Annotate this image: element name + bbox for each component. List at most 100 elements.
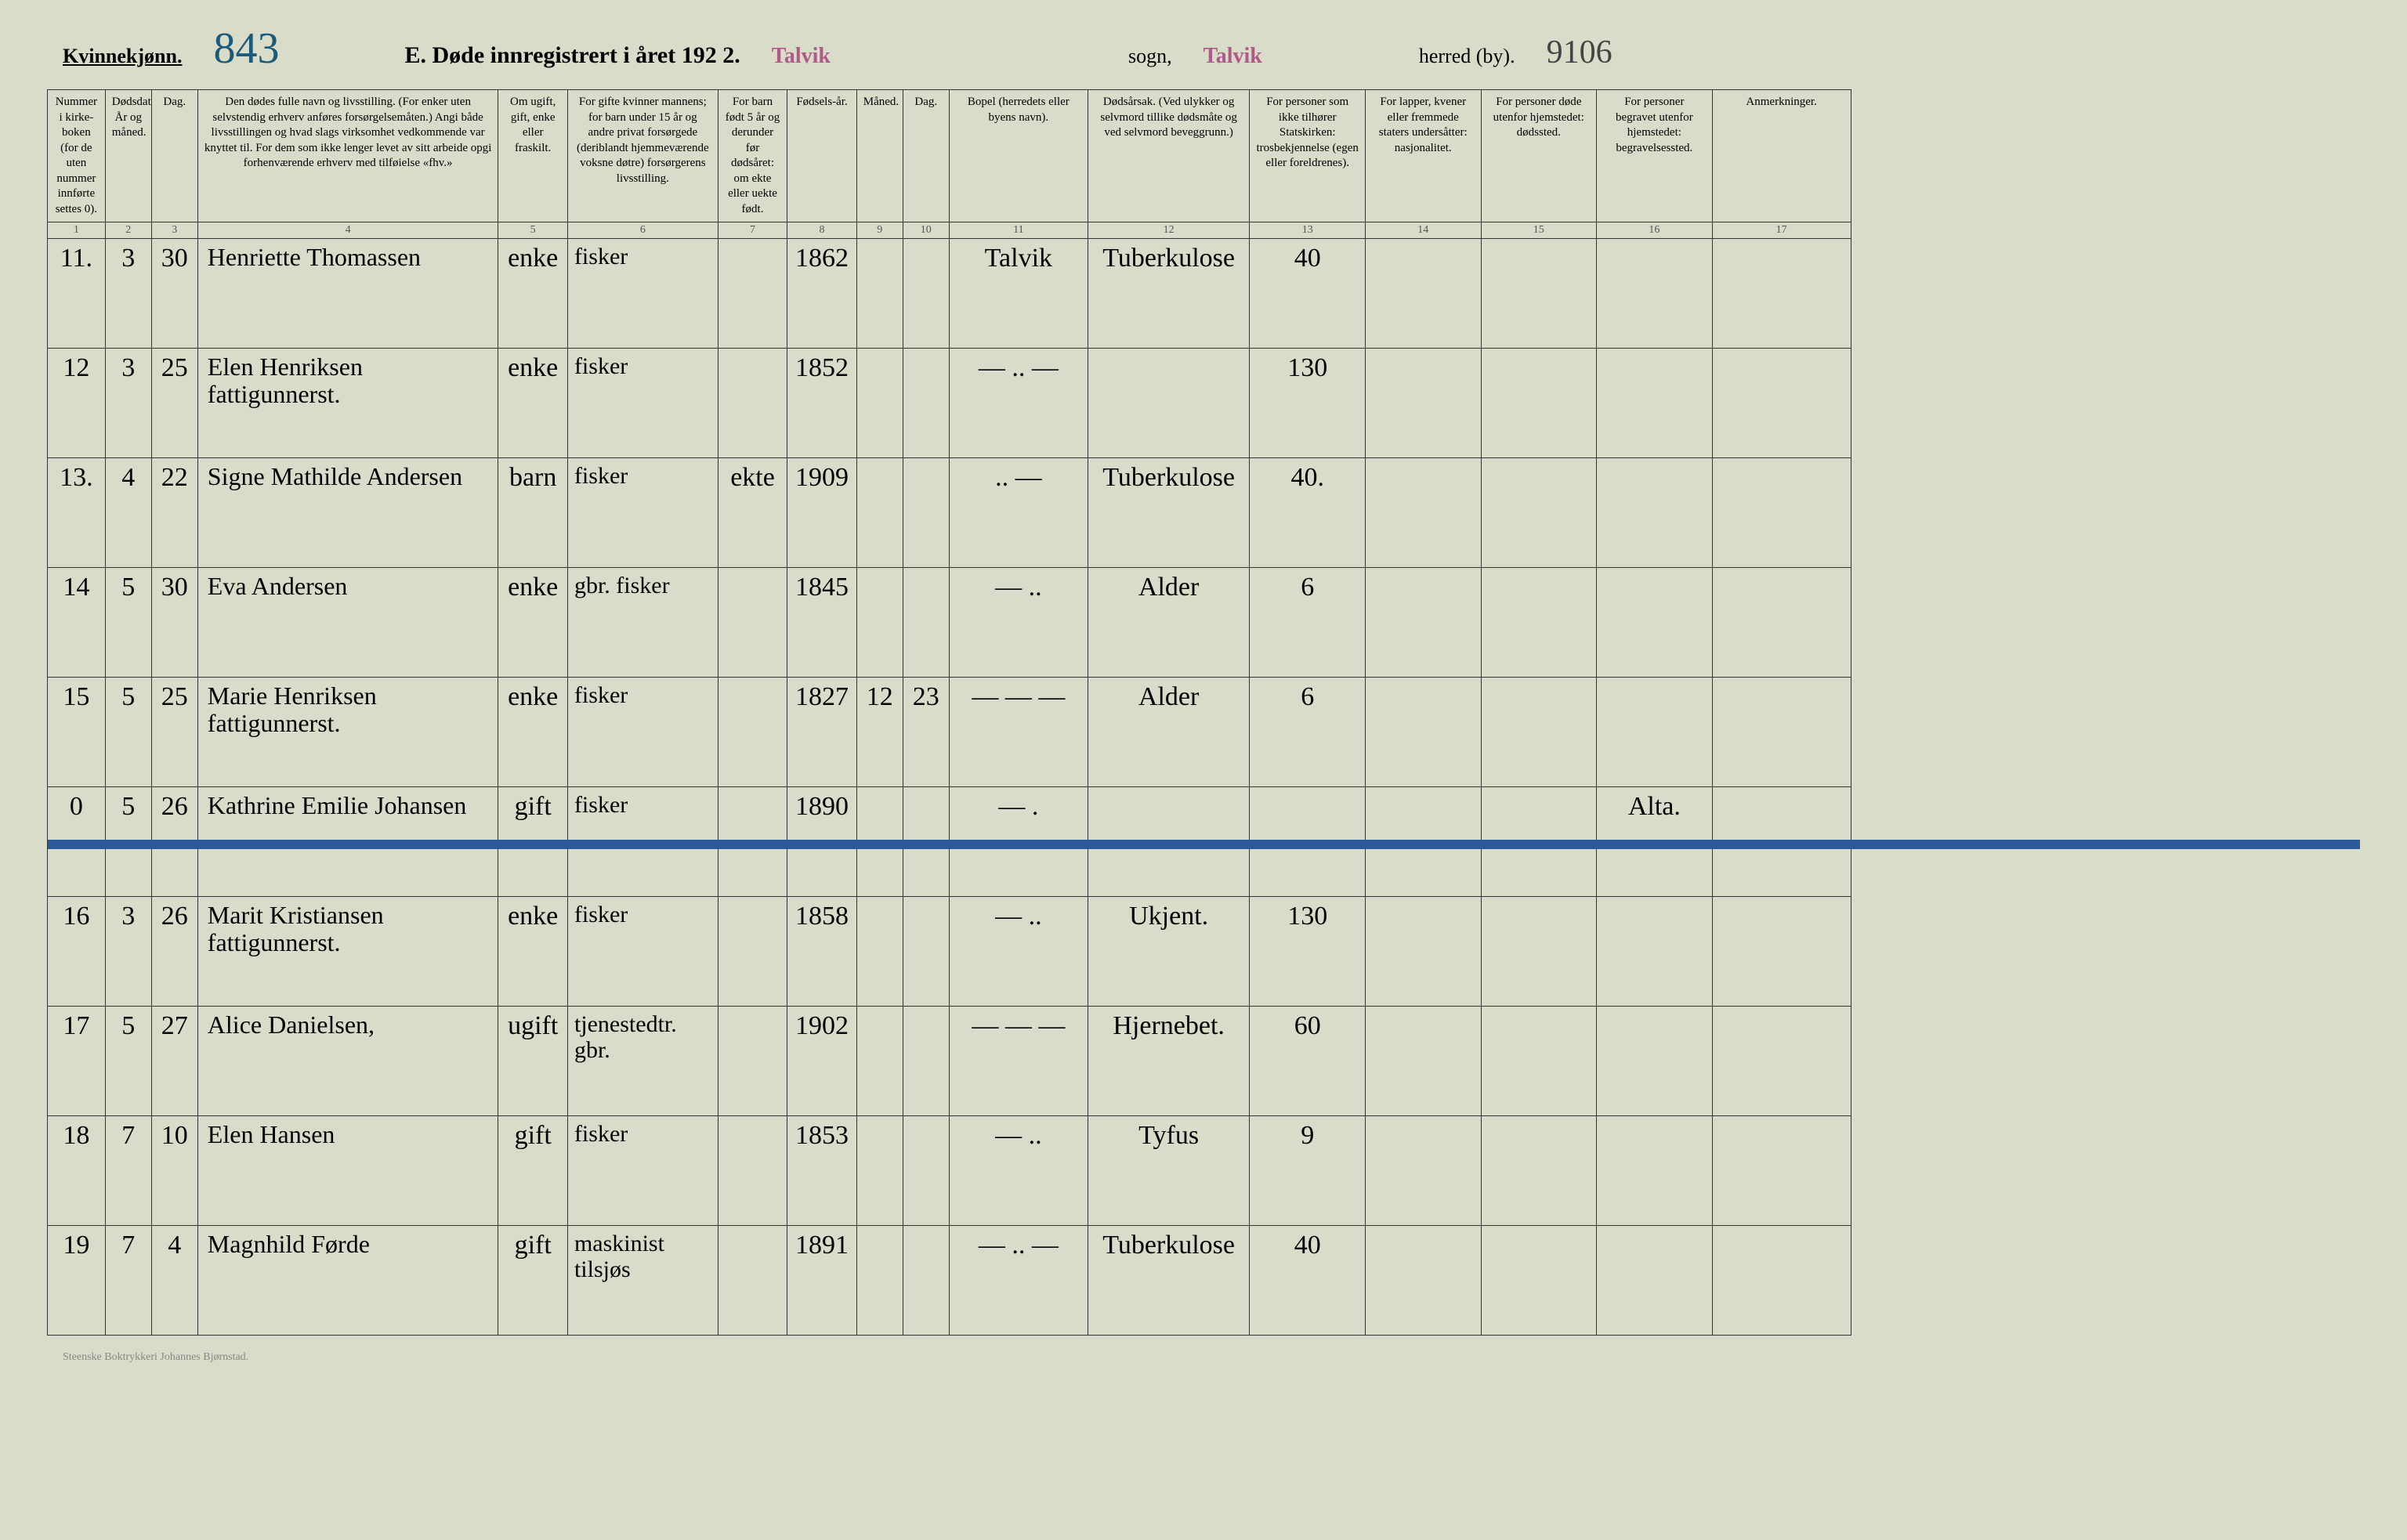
cell <box>1481 787 1597 897</box>
table-row: 17527vAlice Danielsen,ugifttjenestedtr. … <box>48 1007 2360 1116</box>
cell <box>718 239 787 349</box>
cell: Alder <box>1088 678 1250 787</box>
cell: 10 <box>151 1116 197 1226</box>
col-header: For barn født 5 år og derunder før dødså… <box>718 90 787 222</box>
cell <box>1597 1226 1713 1336</box>
cell <box>903 349 949 458</box>
printer-footer: Steenske Boktrykkeri Johannes Bjørnstad. <box>63 1351 2344 1364</box>
cell: 17 <box>48 1007 106 1116</box>
cell <box>718 1007 787 1116</box>
table-row: 0526vKathrine Emilie Johansengiftfisker1… <box>48 787 2360 897</box>
cell: 1853 <box>787 1116 857 1226</box>
cell <box>1597 1007 1713 1116</box>
cell <box>1597 349 1713 458</box>
cell: vMagnhild Førde <box>197 1226 498 1336</box>
cell: 130 <box>1250 897 1366 1007</box>
cell <box>1481 1226 1597 1336</box>
col-number: 14 <box>1365 222 1481 239</box>
col-number: 3 <box>151 222 197 239</box>
cell <box>856 239 903 349</box>
cell: vHenriette Thomassen <box>197 239 498 349</box>
cell: 130 <box>1250 349 1366 458</box>
cell: 40 <box>1250 1226 1366 1336</box>
cell <box>1365 678 1481 787</box>
cell: vElen Henriksen fattigunnerst. <box>197 349 498 458</box>
cell: fisker <box>567 897 718 1007</box>
cell: — . <box>949 787 1088 897</box>
cell: tjenestedtr. gbr. <box>567 1007 718 1116</box>
cell <box>1365 1226 1481 1336</box>
cell <box>1597 239 1713 349</box>
cell: 1862 <box>787 239 857 349</box>
cell: 5 <box>105 787 151 897</box>
cell <box>1481 239 1597 349</box>
col-number: 16 <box>1597 222 1713 239</box>
cell: 5 <box>105 568 151 678</box>
col-number: 17 <box>1712 222 1851 239</box>
cell: fisker <box>567 239 718 349</box>
herred-label: herred (by). <box>1419 45 1515 68</box>
cell <box>718 568 787 678</box>
cell: 7 <box>105 1116 151 1226</box>
cell <box>903 458 949 568</box>
col-header: Om ugift, gift, enke eller fraskilt. <box>498 90 568 222</box>
cell: Eva Andersen <box>197 568 498 678</box>
cell <box>1712 1007 1851 1116</box>
col-header: For gifte kvinner mannens; for barn unde… <box>567 90 718 222</box>
cell <box>903 787 949 897</box>
cell <box>903 1226 949 1336</box>
cell <box>1481 1116 1597 1226</box>
cell: 4 <box>151 1226 197 1336</box>
cell <box>1481 568 1597 678</box>
cell <box>903 1116 949 1226</box>
col-number: 12 <box>1088 222 1250 239</box>
cell: 22 <box>151 458 197 568</box>
cell <box>1481 349 1597 458</box>
cell: Hjernebet. <box>1088 1007 1250 1116</box>
col-header: Dag. <box>903 90 949 222</box>
cell <box>1597 1116 1713 1226</box>
cell <box>856 1226 903 1336</box>
table-row: 15525Marie Henriksen fattigunnerst.enkef… <box>48 678 2360 787</box>
col-number: 2 <box>105 222 151 239</box>
cell <box>856 1007 903 1116</box>
cell: 7 <box>105 1226 151 1336</box>
cell <box>1250 787 1366 897</box>
cell <box>1365 897 1481 1007</box>
cell: 13. <box>48 458 106 568</box>
cell: enke <box>498 349 568 458</box>
herred-stamp: Talvik <box>1204 44 1262 69</box>
cell: fisker <box>567 1116 718 1226</box>
cell <box>1365 458 1481 568</box>
cell: 14 <box>48 568 106 678</box>
cell: 1902 <box>787 1007 857 1116</box>
cell <box>1597 897 1713 1007</box>
cell <box>718 1226 787 1336</box>
sogn-stamp: Talvik <box>772 44 831 69</box>
cell: 27 <box>151 1007 197 1116</box>
gender-label: Kvinnekjønn. <box>63 45 182 68</box>
cell <box>856 568 903 678</box>
cell: 23 <box>903 678 949 787</box>
cell: 3 <box>105 897 151 1007</box>
cell <box>856 458 903 568</box>
col-number: 5 <box>498 222 568 239</box>
col-header: Bopel (herredets eller byens navn). <box>949 90 1088 222</box>
cell <box>718 787 787 897</box>
cell: enke <box>498 568 568 678</box>
table-row: 12325vElen Henriksen fattigunnerst.enkef… <box>48 349 2360 458</box>
cell <box>856 1116 903 1226</box>
cell: Tuberkulose <box>1088 1226 1250 1336</box>
cell <box>1481 1007 1597 1116</box>
cell: fisker <box>567 678 718 787</box>
cell <box>856 897 903 1007</box>
cell: — .. — <box>949 1226 1088 1336</box>
cell: 19 <box>48 1226 106 1336</box>
cell <box>1597 458 1713 568</box>
cell <box>1712 897 1851 1007</box>
cell: 5 <box>105 678 151 787</box>
cell: 11. <box>48 239 106 349</box>
cell: Talvik <box>949 239 1088 349</box>
cell <box>903 897 949 1007</box>
register-page: Kvinnekjønn. 843 E. Døde innregistrert i… <box>16 23 2391 1517</box>
